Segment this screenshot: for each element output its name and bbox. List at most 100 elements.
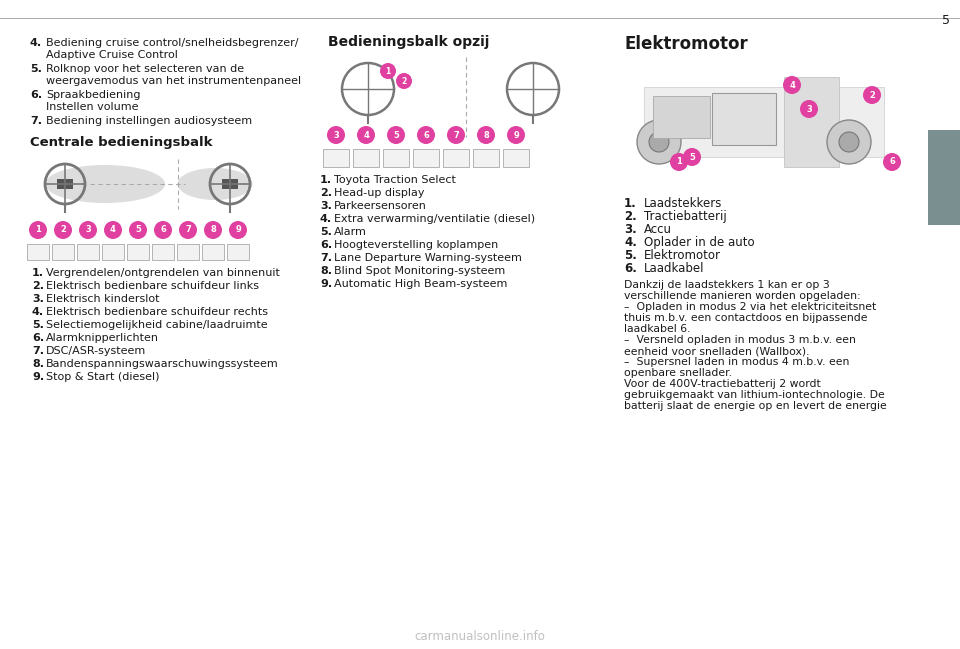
Text: 3.: 3. xyxy=(624,223,636,236)
Text: 1: 1 xyxy=(385,66,391,75)
FancyBboxPatch shape xyxy=(443,149,469,167)
Text: 5.: 5. xyxy=(30,64,42,74)
Circle shape xyxy=(104,221,122,239)
Text: Rolknop voor het selecteren van de: Rolknop voor het selecteren van de xyxy=(46,64,244,74)
Circle shape xyxy=(800,100,818,118)
Text: Bediening cruise control/snelheidsbegrenzer/: Bediening cruise control/snelheidsbegren… xyxy=(46,38,299,48)
Text: openbare snellader.: openbare snellader. xyxy=(624,368,732,378)
Text: 6.: 6. xyxy=(320,240,332,250)
FancyBboxPatch shape xyxy=(653,96,710,138)
Text: laadkabel 6.: laadkabel 6. xyxy=(624,324,690,334)
Text: Laadkabel: Laadkabel xyxy=(644,262,705,275)
Text: 1.: 1. xyxy=(624,197,636,210)
Text: –  Opladen in modus 2 via het elektriciteitsnet: – Opladen in modus 2 via het elektricite… xyxy=(624,302,876,312)
Circle shape xyxy=(154,221,172,239)
Text: 6.: 6. xyxy=(32,333,44,343)
Text: 7.: 7. xyxy=(32,346,44,356)
Text: 3.: 3. xyxy=(32,294,44,304)
Text: 1.: 1. xyxy=(320,175,332,185)
FancyBboxPatch shape xyxy=(644,87,884,157)
Circle shape xyxy=(396,73,412,89)
Circle shape xyxy=(670,153,688,171)
Text: 9: 9 xyxy=(514,130,518,140)
Text: 6: 6 xyxy=(423,130,429,140)
Text: 1.: 1. xyxy=(32,268,44,278)
Circle shape xyxy=(883,153,901,171)
Text: batterij slaat de energie op en levert de energie: batterij slaat de energie op en levert d… xyxy=(624,401,887,411)
Text: gebruikgemaakt van lithium-iontechnologie. De: gebruikgemaakt van lithium-iontechnologi… xyxy=(624,390,885,400)
Text: Centrale bedieningsbalk: Centrale bedieningsbalk xyxy=(30,136,212,149)
Text: 7: 7 xyxy=(185,225,191,234)
Circle shape xyxy=(649,132,669,152)
Text: 9: 9 xyxy=(235,225,241,234)
Text: Accu: Accu xyxy=(644,223,672,236)
Text: 2: 2 xyxy=(60,225,66,234)
Text: 6: 6 xyxy=(889,158,895,167)
Text: Hoogteverstelling koplampen: Hoogteverstelling koplampen xyxy=(334,240,498,250)
Text: 9.: 9. xyxy=(320,279,332,289)
Text: Bediening instellingen audiosysteem: Bediening instellingen audiosysteem xyxy=(46,116,252,126)
FancyBboxPatch shape xyxy=(52,244,74,260)
FancyBboxPatch shape xyxy=(383,149,409,167)
Circle shape xyxy=(179,221,197,239)
Circle shape xyxy=(447,126,465,144)
Text: Oplader in de auto: Oplader in de auto xyxy=(644,236,755,249)
Text: Elektromotor: Elektromotor xyxy=(624,35,748,53)
FancyBboxPatch shape xyxy=(784,77,839,167)
Circle shape xyxy=(783,76,801,94)
Text: 6: 6 xyxy=(160,225,166,234)
Text: Alarmknipperlichten: Alarmknipperlichten xyxy=(46,333,159,343)
Text: Automatic High Beam-systeem: Automatic High Beam-systeem xyxy=(334,279,508,289)
Ellipse shape xyxy=(178,168,252,200)
Circle shape xyxy=(79,221,97,239)
Text: 5.: 5. xyxy=(32,320,44,330)
Text: 2: 2 xyxy=(869,90,875,99)
Text: 3.: 3. xyxy=(320,201,332,211)
Text: Extra verwarming/ventilatie (diesel): Extra verwarming/ventilatie (diesel) xyxy=(334,214,535,224)
Circle shape xyxy=(129,221,147,239)
FancyBboxPatch shape xyxy=(712,93,776,145)
FancyBboxPatch shape xyxy=(222,179,238,189)
Circle shape xyxy=(507,126,525,144)
Text: Bandenspanningswaarschuwingssysteem: Bandenspanningswaarschuwingssysteem xyxy=(46,359,278,369)
Text: Selectiemogelijkheid cabine/laadruimte: Selectiemogelijkheid cabine/laadruimte xyxy=(46,320,268,330)
Text: 8.: 8. xyxy=(32,359,44,369)
Text: Tractiebatterij: Tractiebatterij xyxy=(644,210,727,223)
Text: Laadstekkers: Laadstekkers xyxy=(644,197,722,210)
Text: Overzicht: Overzicht xyxy=(939,283,949,337)
Text: Parkeersensoren: Parkeersensoren xyxy=(334,201,427,211)
Text: –  Supersnel laden in modus 4 m.b.v. een: – Supersnel laden in modus 4 m.b.v. een xyxy=(624,357,850,367)
Text: 6.: 6. xyxy=(624,262,636,275)
Ellipse shape xyxy=(45,165,165,203)
Text: carmanualsonline.info: carmanualsonline.info xyxy=(415,630,545,643)
Circle shape xyxy=(380,63,396,79)
FancyBboxPatch shape xyxy=(353,149,379,167)
Text: 4.: 4. xyxy=(320,214,332,224)
FancyBboxPatch shape xyxy=(413,149,439,167)
Text: –  Versneld opladen in modus 3 m.b.v. een: – Versneld opladen in modus 3 m.b.v. een xyxy=(624,335,856,345)
Text: 3: 3 xyxy=(85,225,91,234)
Text: DSC/ASR-systeem: DSC/ASR-systeem xyxy=(46,346,146,356)
FancyBboxPatch shape xyxy=(928,130,960,225)
Text: 2.: 2. xyxy=(320,188,332,198)
Text: 5: 5 xyxy=(942,14,950,27)
Text: Vergrendelen/ontgrendelen van binnenuit: Vergrendelen/ontgrendelen van binnenuit xyxy=(46,268,280,278)
Text: 9.: 9. xyxy=(32,372,44,382)
Text: 7: 7 xyxy=(453,130,459,140)
Circle shape xyxy=(637,120,681,164)
Circle shape xyxy=(683,148,701,166)
Text: 5.: 5. xyxy=(624,249,636,262)
Circle shape xyxy=(327,126,345,144)
FancyBboxPatch shape xyxy=(323,149,349,167)
Text: 1: 1 xyxy=(676,158,682,167)
FancyBboxPatch shape xyxy=(177,244,199,260)
FancyBboxPatch shape xyxy=(27,244,49,260)
Text: 2.: 2. xyxy=(32,281,44,291)
Circle shape xyxy=(54,221,72,239)
Circle shape xyxy=(839,132,859,152)
Text: 7.: 7. xyxy=(30,116,42,126)
Text: Elektrisch bedienbare schuifdeur links: Elektrisch bedienbare schuifdeur links xyxy=(46,281,259,291)
Text: Instellen volume: Instellen volume xyxy=(46,102,138,112)
FancyBboxPatch shape xyxy=(152,244,174,260)
Text: Lane Departure Warning-systeem: Lane Departure Warning-systeem xyxy=(334,253,522,263)
